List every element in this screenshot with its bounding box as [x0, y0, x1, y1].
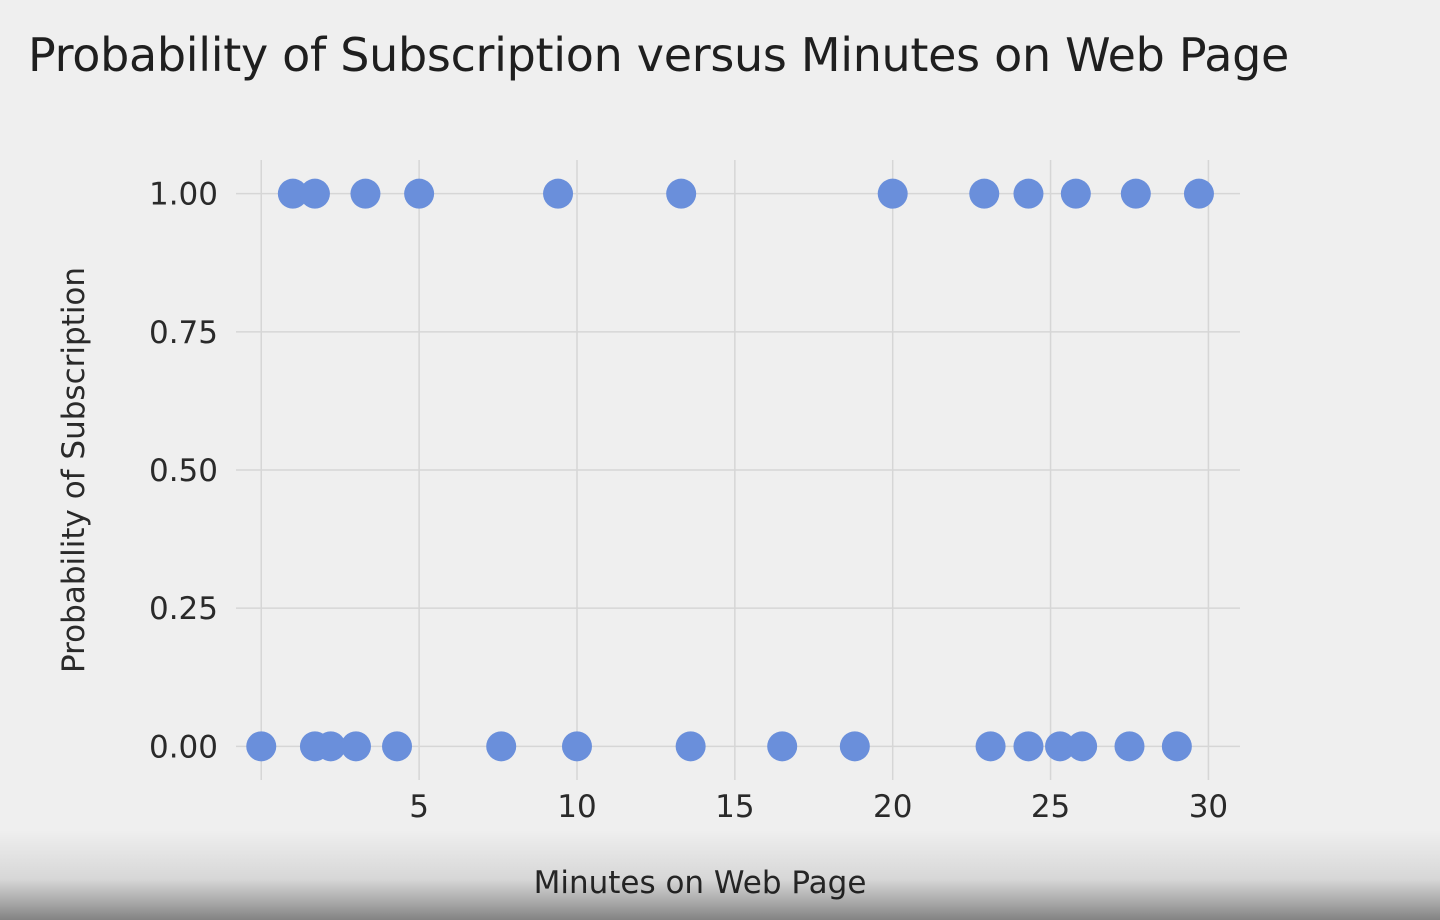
x-axis-ticks: 5 10 15 20 25 30: [409, 789, 1228, 825]
y-tick-label: 0.75: [149, 315, 218, 351]
x-tick-label: 10: [557, 789, 596, 825]
data-point: [340, 731, 371, 762]
data-point: [877, 178, 908, 209]
data-point: [1013, 731, 1044, 762]
chart-title: Probability of Subscription versus Minut…: [28, 28, 1290, 82]
data-point: [277, 178, 308, 209]
data-point: [1013, 178, 1044, 209]
data-point: [299, 178, 330, 209]
y-tick-label: 0.25: [149, 591, 218, 627]
data-point: [543, 178, 574, 209]
x-tick-label: 20: [873, 789, 912, 825]
data-point: [561, 731, 592, 762]
data-point: [969, 178, 1000, 209]
y-tick-label: 0.00: [149, 729, 218, 765]
data-point: [666, 178, 697, 209]
x-tick-label: 15: [715, 789, 754, 825]
data-points: [246, 178, 1214, 762]
data-point: [1120, 178, 1151, 209]
y-tick-label: 1.00: [149, 177, 218, 213]
data-point: [839, 731, 870, 762]
data-point: [1060, 178, 1091, 209]
x-tick-label: 5: [409, 789, 429, 825]
data-point: [1161, 731, 1192, 762]
data-point: [675, 731, 706, 762]
data-point: [404, 178, 435, 209]
data-point: [767, 731, 798, 762]
data-point: [1045, 731, 1076, 762]
data-point: [315, 731, 346, 762]
data-point: [975, 731, 1006, 762]
data-point: [350, 178, 381, 209]
data-point: [1114, 731, 1145, 762]
x-tick-label: 25: [1031, 789, 1070, 825]
data-point: [1067, 731, 1098, 762]
x-axis-label: Minutes on Web Page: [534, 865, 867, 901]
data-point: [246, 731, 277, 762]
data-point: [382, 731, 413, 762]
y-axis-ticks: 0.00 0.25 0.50 0.75 1.00: [149, 177, 218, 766]
data-point: [1183, 178, 1214, 209]
grid: [236, 160, 1240, 780]
y-axis-label: Probability of Subscription: [56, 267, 92, 673]
y-tick-label: 0.50: [149, 453, 218, 489]
data-point: [486, 731, 517, 762]
x-tick-label: 30: [1189, 789, 1228, 825]
